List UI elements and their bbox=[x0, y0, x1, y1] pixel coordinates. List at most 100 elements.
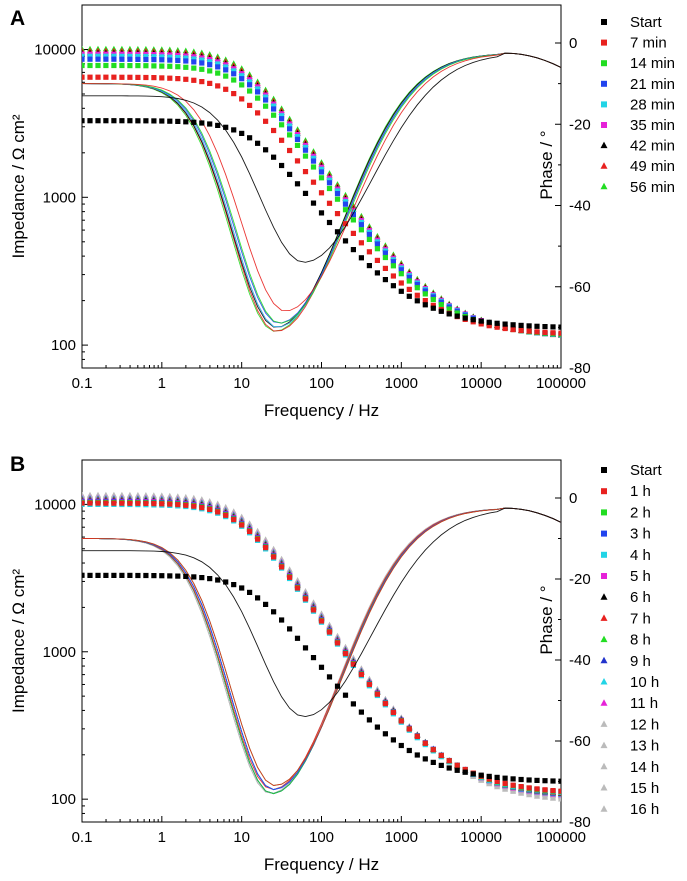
impedance-point bbox=[215, 577, 221, 583]
impedance-point bbox=[374, 246, 380, 252]
legend-item: Start bbox=[601, 14, 663, 31]
impedance-point bbox=[294, 134, 301, 140]
legend-label: 9 h bbox=[630, 653, 651, 670]
y-left-axis-title: Impedance / Ω cm² bbox=[9, 114, 28, 258]
impedance-point bbox=[231, 68, 237, 74]
impedance-point bbox=[334, 640, 341, 646]
impedance-point bbox=[223, 67, 229, 73]
series-15-h bbox=[82, 492, 561, 801]
impedance-point bbox=[183, 58, 189, 64]
y-right-tick-label: -20 bbox=[569, 571, 591, 588]
impedance-point bbox=[414, 298, 420, 304]
impedance-point bbox=[302, 190, 309, 196]
impedance-point bbox=[390, 709, 396, 716]
impedance-point bbox=[382, 731, 388, 737]
legend-label: 14 min bbox=[630, 55, 675, 72]
impedance-point bbox=[542, 787, 548, 793]
x-tick-label: 1000 bbox=[385, 375, 418, 392]
legend-item: 28 min bbox=[601, 96, 675, 113]
legend-marker bbox=[600, 678, 608, 685]
series-7-h bbox=[82, 496, 561, 796]
legend-item: 10 h bbox=[600, 674, 659, 691]
impedance-point bbox=[231, 91, 237, 97]
impedance-point bbox=[175, 76, 181, 82]
legend-label: 56 min bbox=[630, 179, 675, 196]
impedance-point bbox=[287, 147, 293, 154]
legend-item: 13 h bbox=[600, 738, 659, 755]
legend-marker bbox=[600, 741, 608, 749]
series-13-h bbox=[82, 493, 561, 799]
impedance-point bbox=[374, 257, 380, 263]
impedance-point bbox=[135, 572, 141, 579]
impedance-point bbox=[550, 788, 556, 794]
impedance-point bbox=[223, 512, 229, 518]
impedance-point bbox=[191, 65, 197, 71]
impedance-point bbox=[119, 53, 125, 59]
impedance-point bbox=[462, 769, 468, 775]
impedance-point bbox=[294, 136, 301, 142]
impedance-point bbox=[558, 330, 561, 336]
impedance-point bbox=[318, 166, 325, 172]
impedance-point bbox=[167, 573, 173, 579]
y-right-tick-label: -40 bbox=[569, 198, 591, 215]
impedance-point bbox=[382, 265, 388, 271]
impedance-point bbox=[87, 56, 93, 62]
impedance-point bbox=[438, 302, 444, 308]
impedance-point bbox=[430, 759, 436, 765]
impedance-point bbox=[111, 500, 117, 506]
impedance-point bbox=[294, 585, 301, 591]
impedance-point bbox=[414, 292, 420, 298]
plot-frame bbox=[81, 459, 562, 823]
x-tick-label: 10 bbox=[233, 829, 250, 846]
impedance-point bbox=[294, 181, 301, 187]
impedance-point bbox=[518, 776, 524, 783]
legend-label: 21 min bbox=[630, 76, 675, 93]
impedance-point bbox=[279, 116, 285, 122]
impedance-point bbox=[191, 59, 197, 65]
impedance-point bbox=[159, 54, 165, 60]
impedance-point bbox=[446, 758, 452, 764]
impedance-point bbox=[143, 118, 149, 124]
legend-marker bbox=[600, 699, 608, 706]
impedance-point bbox=[334, 191, 341, 197]
impedance-point bbox=[135, 63, 141, 69]
impedance-point bbox=[302, 147, 309, 153]
x-tick-label: 100 bbox=[309, 375, 334, 392]
impedance-point bbox=[494, 320, 500, 326]
impedance-point bbox=[406, 278, 412, 284]
impedance-point bbox=[207, 59, 213, 65]
legend-label: 15 h bbox=[630, 780, 659, 797]
impedance-point bbox=[135, 53, 141, 60]
impedance-point bbox=[342, 201, 349, 207]
impedance-point bbox=[334, 196, 341, 202]
impedance-point bbox=[167, 63, 173, 69]
legend-label: 49 min bbox=[630, 158, 675, 175]
impedance-point bbox=[358, 709, 364, 715]
impedance-point bbox=[199, 60, 205, 66]
impedance-point bbox=[542, 778, 548, 784]
impedance-point bbox=[318, 190, 325, 196]
legend-label: 28 min bbox=[630, 96, 675, 113]
impedance-point bbox=[199, 505, 205, 511]
legend-item: 11 h bbox=[600, 695, 658, 712]
impedance-point bbox=[486, 323, 492, 329]
legend-item: 6 h bbox=[600, 589, 651, 606]
impedance-point bbox=[175, 502, 181, 508]
series-start bbox=[82, 507, 561, 784]
legend-marker bbox=[601, 530, 607, 537]
impedance-point bbox=[279, 137, 285, 143]
impedance-point bbox=[358, 255, 364, 261]
impedance-point bbox=[143, 500, 149, 506]
impedance-point bbox=[199, 575, 205, 581]
x-axis-title: Frequency / Hz bbox=[264, 855, 379, 874]
impedance-point bbox=[302, 645, 309, 651]
impedance-point bbox=[119, 56, 125, 62]
legend-marker bbox=[601, 467, 607, 473]
impedance-point bbox=[422, 302, 428, 308]
impedance-point bbox=[287, 626, 293, 632]
impedance-point bbox=[366, 231, 372, 238]
impedance-point bbox=[438, 752, 444, 759]
legend-marker bbox=[600, 162, 608, 169]
impedance-point bbox=[135, 118, 141, 124]
impedance-point bbox=[135, 74, 141, 80]
